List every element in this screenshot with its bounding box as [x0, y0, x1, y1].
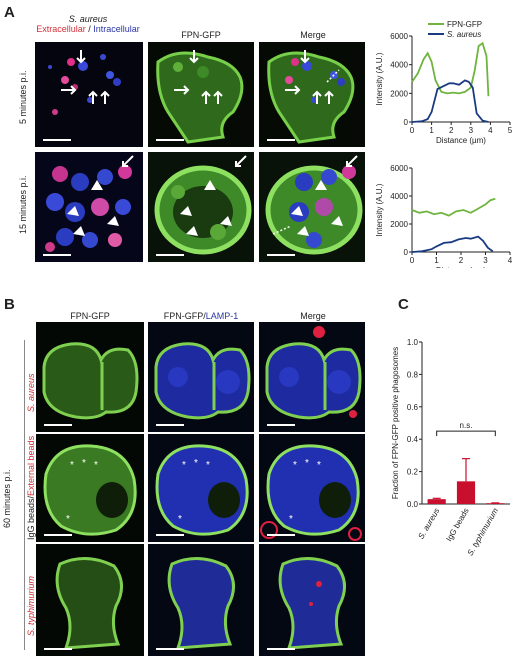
svg-text:*: *: [317, 460, 321, 471]
x-tick-label: S. typhimurium: [466, 506, 501, 557]
significance-bracket: [436, 430, 496, 437]
y-tick-label: 0.0: [407, 500, 419, 509]
significance-label: n.s.: [460, 421, 473, 430]
micrograph-b-fpn-saureus: [36, 322, 144, 432]
panel-a-col-organism: S. aureus Extracellular / Intracellular: [32, 14, 144, 34]
y-tick-label: 2000: [390, 89, 408, 98]
y-tick-label: 1.0: [407, 338, 419, 347]
x-tick-label: 0: [410, 256, 415, 265]
micrograph-a-fpn-15min: [148, 152, 254, 262]
panel-b-divider: [24, 340, 25, 650]
panel-b-row2-label: IgG beads/External beads: [26, 436, 36, 540]
panel-b-col-fpn-lamp: FPN-GFP/LAMP-1: [148, 311, 254, 321]
series-line: [411, 235, 494, 253]
legend-label: FPN-GFP: [447, 20, 482, 29]
x-tick-label: 4: [488, 126, 493, 135]
panel-a-col-merge: Merge: [300, 30, 326, 40]
y-tick-label: 0: [404, 118, 409, 127]
extracellular-label: Extracellular: [36, 24, 86, 34]
svg-text:*: *: [94, 460, 98, 471]
panel-c-bar-chart: 0.0 0.2 0.4 0.6 0.8 1.0 Fraction of FPN-GFP po…: [391, 338, 510, 557]
panel-a-col-fpn: FPN-GFP: [181, 30, 221, 40]
panel-b-row3-label: S. typhimurium: [26, 575, 36, 636]
micrograph-b-merge-saureus: [259, 322, 365, 432]
svg-text:*: *: [66, 514, 70, 525]
x-tick-label: 1: [434, 256, 439, 265]
x-tick-label: IgG beads: [444, 507, 470, 543]
y-tick-label: 0: [404, 248, 409, 257]
y-tick-label: 0.6: [407, 403, 419, 412]
y-tick-label: 2000: [390, 220, 408, 229]
svg-text:*: *: [194, 458, 198, 469]
bar: [427, 499, 446, 504]
bar: [486, 503, 505, 504]
micrograph-a-merge-15min: [259, 152, 365, 262]
micrograph-b-lamp-styph: [148, 544, 254, 656]
y-axis-label: Intensity (A.U.): [375, 183, 384, 236]
micrograph-a-merge-5min: [259, 42, 365, 147]
y-tick-label: 4000: [390, 61, 408, 70]
x-tick-label: 2: [449, 126, 454, 135]
panel-a-letter: A: [4, 4, 15, 21]
x-tick-label: 2: [459, 256, 464, 265]
x-tick-label: 3: [469, 126, 474, 135]
intracellular-label: Intracellular: [93, 24, 140, 34]
svg-text:*: *: [82, 458, 86, 469]
svg-text:*: *: [293, 460, 297, 471]
panel-a-row2-label: 15 minutes p.i.: [18, 175, 28, 234]
micrograph-a-bacteria-15min: [35, 152, 143, 262]
x-tick-label: 5: [508, 126, 513, 135]
x-tick-label: 3: [483, 256, 488, 265]
micrograph-b-lamp-saureus: [148, 322, 254, 432]
series-line: [411, 41, 490, 97]
panel-b-col-fpn: FPN-GFP: [70, 311, 110, 321]
y-tick-label: 6000: [390, 32, 408, 41]
legend-label: S. aureus: [447, 30, 481, 39]
panel-b-col-merge: Merge: [300, 311, 326, 321]
col-fpn-gfp-part: FPN-GFP/: [163, 311, 206, 321]
y-tick-label: 0.2: [407, 468, 419, 477]
label-separator: /: [85, 24, 94, 34]
panel-b-letter: B: [4, 296, 15, 313]
panel-a-row1-label: 5 minutes p.i.: [18, 70, 28, 124]
col-lamp-part: LAMP-1: [205, 311, 239, 321]
y-axis-label: Intensity (A.U.): [375, 52, 384, 105]
svg-text:*: *: [182, 460, 186, 471]
x-tick-label: 4: [508, 256, 513, 265]
panel-b-row1-label: S. aureus: [26, 373, 36, 412]
series-line: [411, 197, 496, 217]
igg-beads-label: IgG beads/: [26, 495, 36, 540]
y-tick-label: 4000: [390, 192, 408, 201]
series-line: [411, 79, 489, 123]
micrograph-b-merge-igg: * * * *: [259, 434, 365, 542]
svg-text:*: *: [70, 460, 74, 471]
external-beads-label: External beads: [26, 435, 36, 496]
panel-b-timepoint: 60 minutes p.i.: [2, 469, 12, 528]
y-tick-label: 6000: [390, 164, 408, 173]
bar: [456, 481, 476, 504]
y-axis-label: Fraction of FPN-GFP positive phagosomes: [391, 347, 400, 499]
svg-text:*: *: [305, 458, 309, 469]
y-tick-label: 0.4: [407, 435, 419, 444]
svg-text:*: *: [289, 514, 293, 525]
x-tick-label: S. aureus: [416, 507, 441, 541]
svg-text:*: *: [206, 460, 210, 471]
x-axis-label: Distance (µm): [436, 136, 486, 145]
micrograph-b-fpn-igg: * * * *: [36, 434, 144, 542]
svg-text:*: *: [178, 514, 182, 525]
x-tick-label: 1: [429, 126, 434, 135]
micrograph-a-fpn-5min: [148, 42, 254, 147]
micrograph-b-lamp-igg: * * * *: [148, 434, 254, 542]
micrograph-b-merge-styph: [259, 544, 365, 656]
panel-c-letter: C: [398, 296, 409, 313]
micrograph-b-fpn-styph: [36, 544, 144, 656]
organism-label: S. aureus: [68, 14, 108, 24]
y-tick-label: 0.8: [407, 370, 419, 379]
x-tick-label: 0: [410, 126, 415, 135]
micrograph-a-bacteria-5min: [35, 42, 143, 147]
x-axis-label: Distance (µm): [436, 266, 486, 268]
